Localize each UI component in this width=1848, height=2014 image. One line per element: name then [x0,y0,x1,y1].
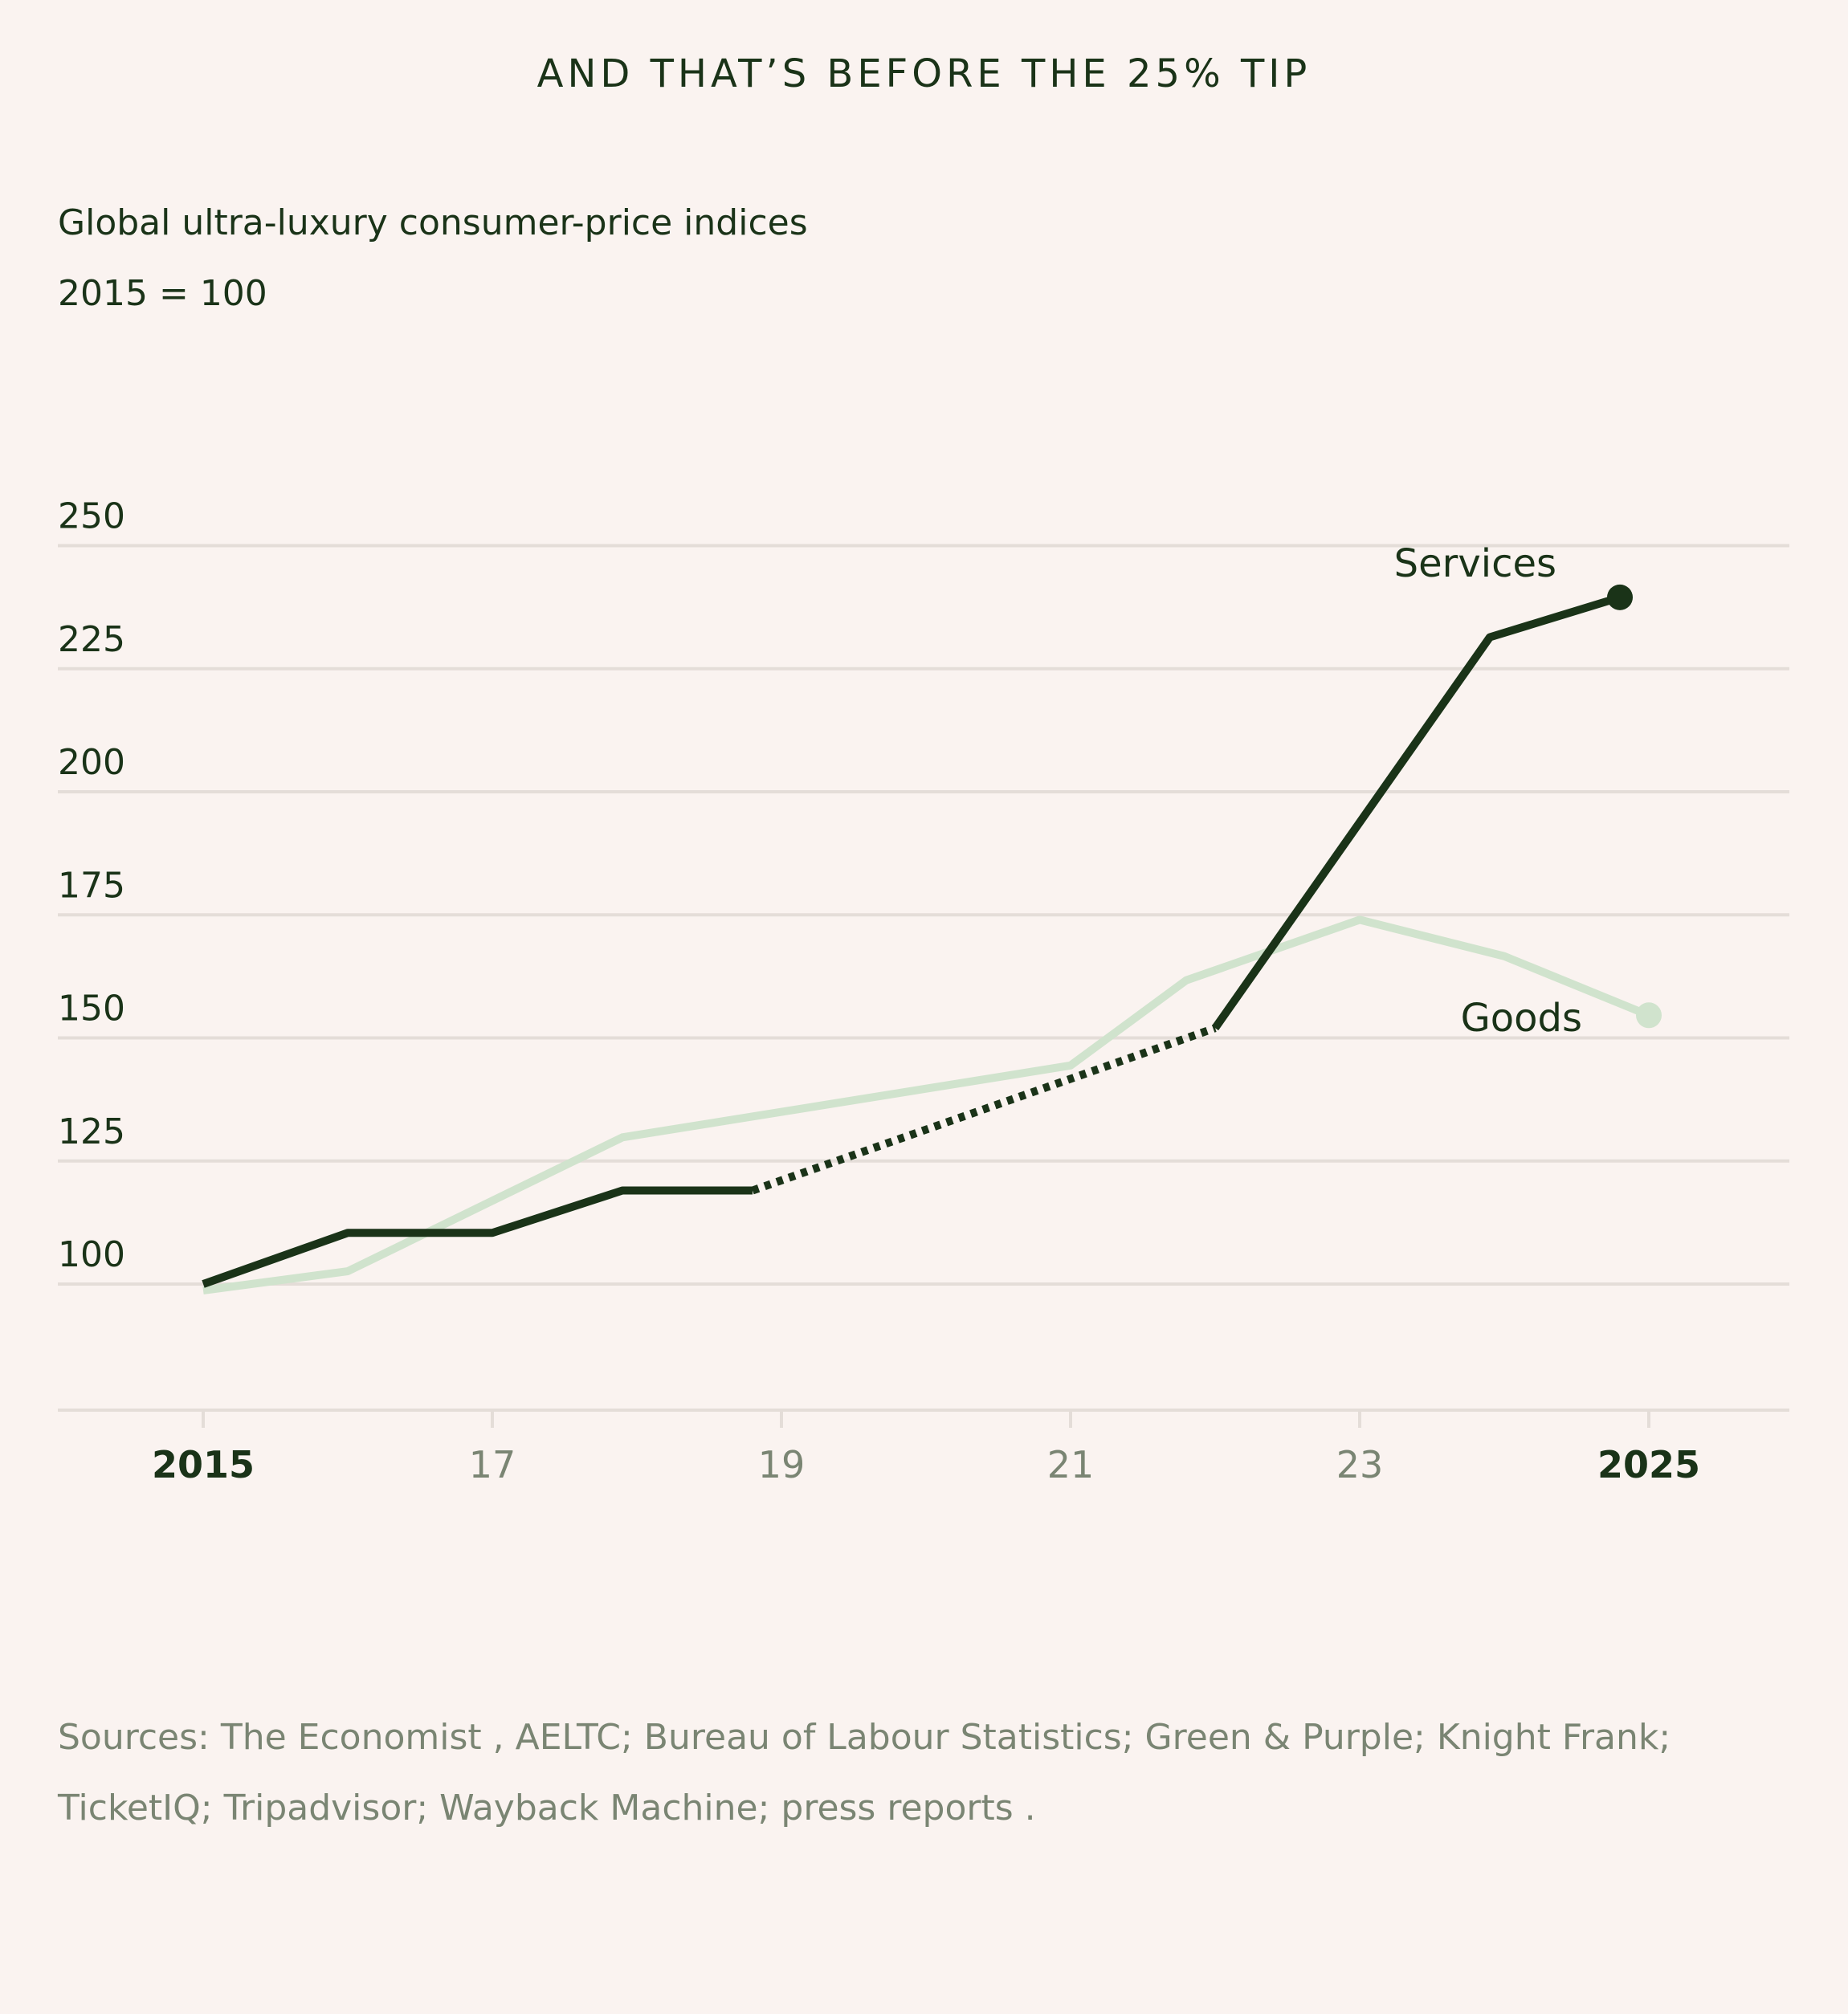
services-end-marker [1607,584,1633,610]
sources-note: Sources: The Economist , AELTC; Bureau o… [58,1717,1671,1828]
services-line [1211,593,1622,1031]
x-tick-label: 2015 [152,1443,255,1486]
y-tick-label: 150 [58,989,125,1029]
goods-line [202,915,1650,1294]
y-tick-label: 250 [58,496,125,537]
x-tick-label: 23 [1336,1443,1384,1486]
chart-subtitle: Global ultra-luxury consumer-price indic… [58,202,808,243]
x-tick-label: 21 [1047,1443,1095,1486]
chart-base-note: 2015 = 100 [58,273,267,314]
chart-title: AND THAT’S BEFORE THE 25% TIP [536,51,1312,96]
y-tick-label: 125 [58,1111,125,1152]
services-line [202,1186,753,1288]
x-tick-label: 2025 [1597,1443,1700,1486]
y-tick-label: 100 [58,1234,125,1275]
goods-label: Goods [1461,996,1582,1041]
y-tick-label: 225 [58,619,125,660]
goods-end-marker [1636,1002,1662,1029]
y-tick-label: 200 [58,742,125,783]
services-line-estimated [751,1024,1217,1195]
y-tick-label: 175 [58,865,125,906]
services-label: Services [1394,541,1556,586]
x-tick-label: 19 [758,1443,806,1486]
x-tick-label: 17 [469,1443,516,1486]
